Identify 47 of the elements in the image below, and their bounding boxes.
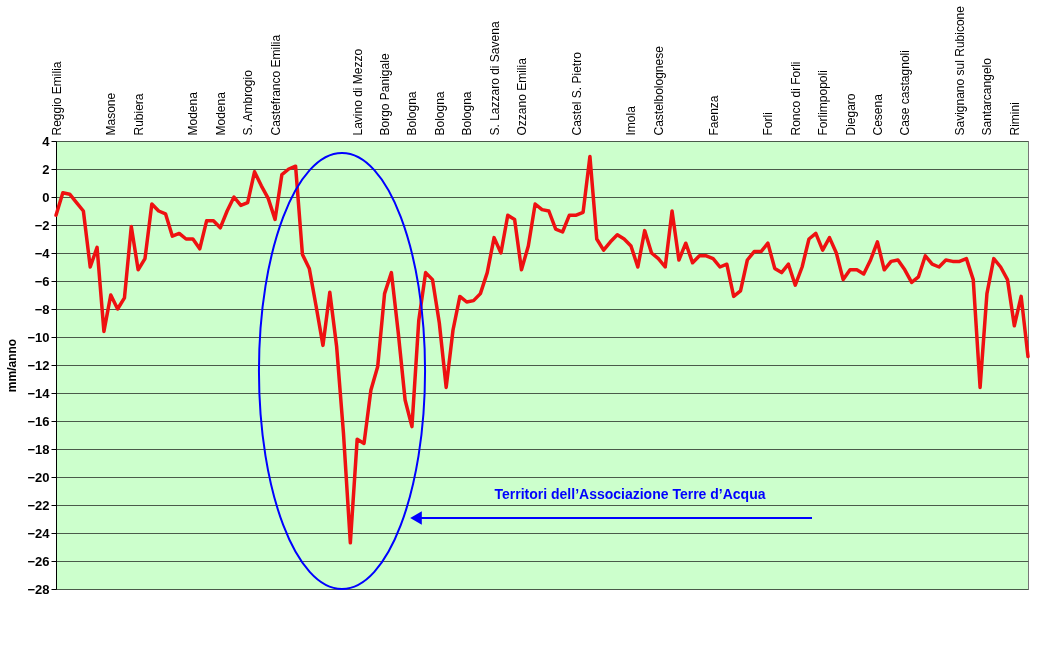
y-tick-label: −20 xyxy=(27,469,50,485)
x-tick-label: Borgo Panigale xyxy=(378,53,393,136)
x-tick-label: Modena xyxy=(186,91,201,136)
x-tick-label: Castel S. Pietro xyxy=(569,51,584,136)
x-tick-label: Imola xyxy=(624,105,639,136)
line-series xyxy=(54,154,1030,545)
annotation: Territori dell’Associazione Terre d’Acqua xyxy=(494,486,766,502)
y-tick-label: −26 xyxy=(27,553,50,569)
y-tick-label: −6 xyxy=(34,273,50,289)
y-tick-label: 4 xyxy=(42,133,51,149)
y-tick-label: −16 xyxy=(27,413,50,429)
y-tick-label: −18 xyxy=(27,441,50,457)
x-tick-label: Masone xyxy=(104,92,119,136)
y-tick-label: −14 xyxy=(27,385,51,401)
x-tick-label: Savignano sul Rubicone xyxy=(953,5,968,136)
x-tick-label: Santarcangelo xyxy=(980,57,995,136)
y-tick-label: 2 xyxy=(42,161,50,177)
x-tick-label: Forlimpopoli xyxy=(816,70,831,136)
x-tick-label: Cesena xyxy=(870,93,885,136)
y-tick-label: −28 xyxy=(27,581,50,597)
y-tick-label: −12 xyxy=(27,357,50,373)
x-tick-label: Castelbolognese xyxy=(651,45,666,136)
y-tick-label: −8 xyxy=(34,301,50,317)
x-tick-label: Rubiera xyxy=(131,93,146,136)
x-tick-label: Bologna xyxy=(432,91,447,136)
y-tick-label: 0 xyxy=(42,189,50,205)
y-tick-label: −2 xyxy=(34,217,50,233)
x-tick-label: Ronco di Forli xyxy=(788,61,803,136)
x-tick-label: Bologna xyxy=(460,91,475,136)
x-tick-label: Castefranco Emilia xyxy=(268,34,283,136)
y-tick-label: −10 xyxy=(27,329,50,345)
y-tick-label: −4 xyxy=(34,245,51,261)
x-tick-label: Reggio Emilia xyxy=(49,61,64,136)
x-tick-label: Rimini xyxy=(1007,102,1022,136)
y-tick-label: −24 xyxy=(27,525,51,541)
x-tick-label: S. Ambrogio xyxy=(241,69,256,136)
y-tick-label: −22 xyxy=(27,497,50,513)
x-tick-label: Diegaro xyxy=(843,93,858,136)
x-tick-label: Lavino di Mezzo xyxy=(350,48,365,136)
x-tick-label: Forli xyxy=(761,112,776,136)
x-tick-label: Faenza xyxy=(706,95,721,136)
x-tick-label: Ozzano Emilia xyxy=(514,57,529,136)
y-axis-title: mm/anno xyxy=(5,338,20,393)
x-tick-label: S. Lazzaro di Savena xyxy=(487,21,502,136)
x-tick-label: Bologna xyxy=(405,91,420,136)
x-tick-label: Modena xyxy=(213,91,228,136)
x-tick-label: Case castagnoli xyxy=(898,50,913,136)
